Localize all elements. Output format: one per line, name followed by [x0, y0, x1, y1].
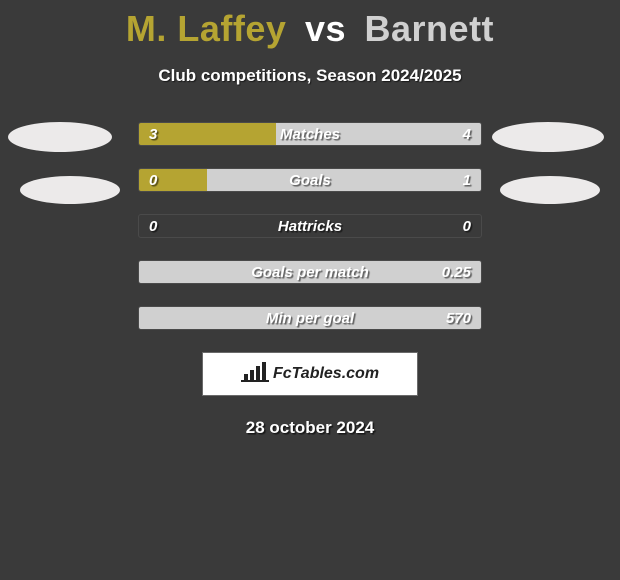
player-a-name: M. Laffey	[126, 8, 287, 49]
stat-label: Min per goal	[139, 307, 481, 329]
decorative-ellipse	[20, 176, 120, 204]
page-title: M. Laffey vs Barnett	[0, 0, 620, 50]
stat-row: 0Hattricks0	[138, 214, 482, 238]
stat-label: Matches	[139, 123, 481, 145]
player-b-name: Barnett	[365, 8, 495, 49]
snapshot-date: 28 october 2024	[0, 418, 620, 438]
stat-value-right: 0	[463, 215, 471, 237]
stat-row: Min per goal570	[138, 306, 482, 330]
decorative-ellipse	[500, 176, 600, 204]
comparison-card: M. Laffey vs Barnett Club competitions, …	[0, 0, 620, 580]
stat-value-right: 1	[463, 169, 471, 191]
source-badge-text: FcTables.com	[273, 365, 379, 383]
vs-separator: vs	[305, 8, 346, 49]
subtitle: Club competitions, Season 2024/2025	[0, 66, 620, 86]
stat-row: Goals per match0.25	[138, 260, 482, 284]
source-badge: FcTables.com	[202, 352, 418, 396]
stat-value-right: 4	[463, 123, 471, 145]
stat-label: Goals per match	[139, 261, 481, 283]
stats-rows: 3Matches40Goals10Hattricks0Goals per mat…	[138, 122, 482, 330]
stat-value-right: 570	[446, 307, 471, 329]
chart-icon	[241, 362, 269, 387]
stat-label: Hattricks	[139, 215, 481, 237]
stat-row: 3Matches4	[138, 122, 482, 146]
decorative-ellipse	[492, 122, 604, 152]
stat-value-right: 0.25	[442, 261, 471, 283]
decorative-ellipse	[8, 122, 112, 152]
stat-row: 0Goals1	[138, 168, 482, 192]
stat-label: Goals	[139, 169, 481, 191]
